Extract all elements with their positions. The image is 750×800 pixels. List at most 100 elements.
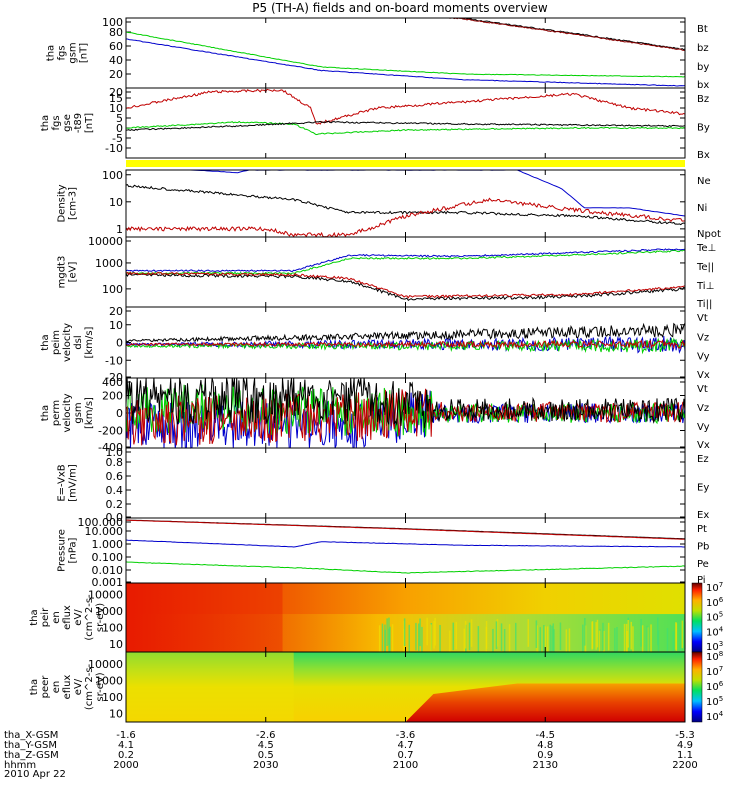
spectrogram-stripe bbox=[452, 622, 454, 651]
y-tick-label: -200 bbox=[98, 425, 123, 438]
ylabel-line: Pressure bbox=[57, 529, 68, 572]
y-tick-label: -10 bbox=[105, 354, 123, 367]
ylabel-line: tha bbox=[29, 679, 40, 695]
series-by bbox=[125, 31, 686, 78]
spectrogram-stripe bbox=[468, 622, 471, 651]
spectrogram-stripe bbox=[614, 628, 616, 656]
ylabel-line: [cm-3] bbox=[68, 187, 79, 220]
legend-Pe: Pe bbox=[697, 559, 709, 570]
legend-Ez: Ez bbox=[697, 454, 709, 465]
panel-6-ylabel: tha perm velocity gsm [km/s] bbox=[40, 393, 95, 432]
legend-Ni: Ni bbox=[697, 203, 707, 214]
panel-10-ylabel: tha peer en eflux eV/(cm^2-s-sr-eV) bbox=[29, 663, 106, 710]
y-tick-label: 0.0 bbox=[106, 511, 124, 524]
spectrogram-stripe bbox=[508, 624, 511, 652]
ylabel-line: en bbox=[51, 681, 62, 694]
legend-Ti||: Ti|| bbox=[696, 299, 712, 310]
spectrogram-stripe bbox=[650, 624, 652, 652]
ion-hot-region bbox=[126, 583, 283, 652]
colorbar-tick: 107 bbox=[706, 665, 723, 678]
y-tick-label: 100 bbox=[102, 169, 123, 182]
panel-4-ylabel: mgdt3 [eV] bbox=[57, 256, 79, 289]
y-tick-label: 100.000 bbox=[78, 516, 124, 529]
spectrogram-stripe bbox=[584, 618, 586, 646]
ylabel-line: gsm bbox=[68, 42, 79, 63]
footer-value: 0.2 bbox=[118, 750, 134, 761]
legend-Vt: Vt bbox=[697, 384, 708, 395]
panel-6: tha perm velocity gsm [km/s]-400-2000200400V… bbox=[40, 376, 710, 454]
colorbar-tick: 106 bbox=[706, 680, 724, 693]
series-Bx bbox=[125, 120, 686, 131]
panel-3-ylabel: Density [cm-3] bbox=[57, 184, 79, 222]
y-tick-label: 20 bbox=[109, 86, 123, 99]
legend-Vx: Vx bbox=[697, 370, 710, 381]
spectrogram-stripe bbox=[495, 621, 498, 649]
series-Ti-par bbox=[125, 249, 686, 275]
legend-Vz: Vz bbox=[697, 332, 709, 343]
y-tick-label: 1.0 bbox=[106, 446, 124, 459]
panel-4: mgdt3 [eV] 100 1000 10000 Te⊥ Te|| Ti⊥ Ti|| bbox=[57, 235, 717, 310]
legend-Bx: Bx bbox=[697, 150, 710, 161]
spectrogram-stripe bbox=[381, 623, 384, 652]
ylabel-line: peim bbox=[51, 330, 62, 355]
y-tick-label: 1.000 bbox=[92, 538, 124, 551]
spectrogram-stripe bbox=[616, 627, 618, 655]
series-Ti-perp bbox=[125, 248, 686, 273]
legend-by: by bbox=[697, 62, 709, 73]
footer-value: -5.3 bbox=[675, 730, 695, 741]
ylabel-line: tha bbox=[40, 334, 51, 350]
spectrogram-stripe bbox=[568, 628, 571, 656]
spectrogram-stripe bbox=[551, 625, 553, 654]
spectrogram-stripe bbox=[485, 621, 488, 649]
spectrogram-stripe bbox=[672, 631, 674, 659]
y-tick-label: 0 bbox=[116, 337, 123, 350]
legend-Ne: Ne bbox=[697, 176, 711, 187]
y-tick-label: 10 bbox=[109, 638, 123, 651]
spectrogram-stripe bbox=[439, 625, 441, 653]
spectrogram-stripe bbox=[503, 629, 506, 657]
spectrogram-stripe bbox=[632, 626, 634, 654]
y-tick-label: 0.001 bbox=[92, 576, 124, 589]
y-tick-label: 40 bbox=[109, 54, 123, 67]
spectrogram-stripe bbox=[565, 629, 568, 657]
y-tick-label: 200 bbox=[102, 390, 123, 403]
panel-9: tha peir en eflux eV/(cm^2-s-sr-eV)10 100 1000… bbox=[29, 589, 685, 651]
spectrogram-stripe bbox=[536, 625, 538, 653]
legend-bz: bz bbox=[697, 43, 709, 54]
ylabel-line: [km/s] bbox=[84, 397, 95, 429]
ylabel-line: -t89 bbox=[73, 113, 84, 133]
y-tick-label: 0.010 bbox=[92, 564, 124, 577]
spectrogram-stripe bbox=[657, 617, 659, 646]
y-tick-label: 100 bbox=[102, 621, 123, 634]
footer-date: 2010 Apr 22 bbox=[4, 769, 66, 780]
ylabel-line: eV/ bbox=[73, 678, 84, 695]
series-Te-perp bbox=[125, 271, 686, 299]
ylabel-line: [nT] bbox=[79, 43, 90, 63]
footer-value: 0.7 bbox=[398, 750, 414, 761]
colorbar-tick: 106 bbox=[706, 596, 724, 609]
legend-Pt: Pt bbox=[697, 524, 707, 535]
y-tick-label: 100 bbox=[102, 283, 123, 296]
spectrogram-stripe bbox=[426, 617, 428, 646]
ylabel-line: [eV] bbox=[68, 262, 79, 283]
ylabel-line: [nT] bbox=[84, 113, 95, 133]
y-tick-label: -20 bbox=[105, 371, 123, 384]
ylabel-line: gse bbox=[62, 114, 73, 132]
series-Ni bbox=[125, 183, 686, 226]
colorbar-tick: 105 bbox=[706, 611, 723, 624]
y-tick-label: 5 bbox=[116, 112, 123, 125]
footer-value: 2100 bbox=[393, 760, 418, 771]
legend-Vt: Vt bbox=[697, 313, 708, 324]
series-Vz5 bbox=[125, 338, 686, 350]
spectrogram-stripe bbox=[378, 625, 381, 653]
series-Vt5 bbox=[125, 322, 686, 343]
spectrogram-stripe bbox=[388, 628, 390, 657]
legend-Vy: Vy bbox=[697, 352, 710, 363]
spectrogram-stripe bbox=[430, 624, 432, 653]
spectrogram-stripe bbox=[433, 621, 435, 649]
colorbar-10 bbox=[691, 651, 703, 723]
y-tick-label: -5 bbox=[112, 132, 123, 145]
